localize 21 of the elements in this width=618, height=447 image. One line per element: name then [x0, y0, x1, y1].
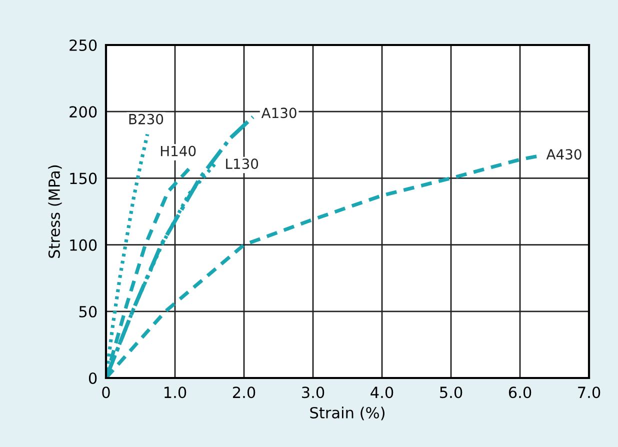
x-tick-label: 6.0 [508, 386, 532, 398]
y-tick-label: 250 [70, 39, 97, 52]
series-label: A130 [261, 108, 296, 118]
x-tick-label: 5.0 [440, 386, 462, 398]
x-tick-label: 4.0 [370, 386, 394, 398]
x-tick-label: 1.0 [164, 386, 186, 398]
series-label: B230 [129, 114, 164, 124]
series-label: A430 [546, 149, 582, 160]
series-label: H140 [160, 146, 196, 156]
y-axis-title: Stress (MPa) [48, 165, 62, 258]
x-tick-label: 3.0 [302, 386, 324, 398]
y-tick-label: 100 [70, 239, 97, 251]
y-tick-label: 0 [88, 372, 97, 384]
y-tick-label: 50 [79, 306, 97, 318]
x-tick-label: 7.0 [578, 386, 600, 398]
y-tick-label: 150 [70, 172, 97, 184]
x-tick-label: 0 [102, 386, 110, 398]
x-axis-title: Strain (%) [310, 406, 384, 420]
series-label: L130 [226, 158, 258, 170]
y-tick-label: 200 [70, 106, 97, 118]
x-tick-label: 2.0 [232, 386, 256, 398]
